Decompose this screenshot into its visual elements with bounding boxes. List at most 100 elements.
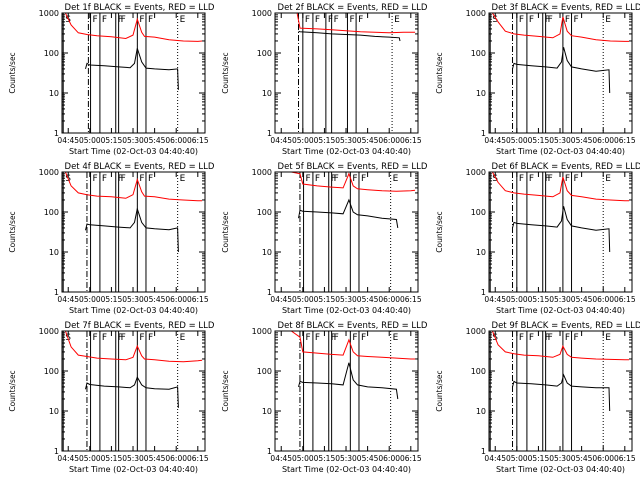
event-marker-label: F [574,333,579,343]
series-line-lld [278,331,416,360]
y-tick-label: 10 [476,407,486,416]
chart-title: Det 8f BLACK = Events, RED = LLD [278,321,428,331]
x-axis-label: Start Time (02-Oct-03 04:40:40) [282,147,411,156]
x-tick-label: 06:15 [400,136,422,145]
y-tick-label: 1 [481,447,486,456]
x-tick-label: 06:15 [187,136,209,145]
y-tick-label: 10 [49,89,59,98]
x-tick-label: 05:15 [101,454,123,463]
x-tick-label: 04:45 [484,295,506,304]
x-tick-label: 05:00 [292,295,314,304]
event-marker-label: F [148,333,153,343]
series-line-lld [278,13,416,34]
event-marker-label: F [545,333,550,343]
event-marker-label: S [492,174,498,184]
x-tick-label: 05:45 [571,295,593,304]
series-line-lld [491,331,630,361]
event-marker-label: F [545,174,550,184]
chart-title: Det 7f BLACK = Events, RED = LLD [65,321,215,331]
y-tick-label: 1000 [39,327,59,336]
event-marker-label: E [605,15,611,25]
event-marker-label: F [565,174,570,184]
series-line-events [85,48,179,90]
x-tick-label: 05:45 [571,136,593,145]
chart-panel-7: Det 7f BLACK = Events, RED = LLD Counts/s… [8,321,215,474]
chart-series-group [278,172,416,228]
x-axis-label: Start Time (02-Oct-03 04:40:40) [282,465,411,474]
chart-series-group [491,13,630,94]
x-tick-label: 05:30 [122,136,144,145]
x-tick-label: 04:45 [57,295,79,304]
y-axis-label: Counts/sec [221,52,230,93]
event-marker-label: F [139,333,144,343]
event-marker-label: F [93,333,98,343]
event-marker-label: F [529,333,534,343]
y-tick-label: 1000 [466,168,486,177]
y-tick-label: 1000 [39,168,59,177]
event-marker-label: F [93,15,98,25]
x-tick-label: 05:15 [314,454,336,463]
y-axis-label: Counts/sec [8,52,17,93]
plot-frame [274,171,419,293]
event-marker-label: F [334,15,339,25]
x-tick-label: 06:00 [592,295,614,304]
x-tick-label: 05:30 [335,295,357,304]
x-tick-label: 06:15 [614,295,636,304]
chart-series-group [64,172,203,253]
x-tick-label: 04:45 [270,136,292,145]
series-line-lld [278,172,416,192]
chart-title: Det 1f BLACK = Events, RED = LLD [65,3,215,13]
x-tick-label: 06:00 [592,454,614,463]
event-marker-label: F [102,174,107,184]
chart-title: Det 5f BLACK = Events, RED = LLD [278,162,428,172]
x-tick-label: 04:45 [57,136,79,145]
y-tick-label: 10 [262,89,272,98]
x-tick-label: 05:00 [292,136,314,145]
x-tick-label: 05:15 [101,136,123,145]
x-tick-label: 06:15 [614,454,636,463]
event-marker-label: E [605,333,611,343]
chart-panel-2: Det 2f BLACK = Events, RED = LLD Counts/s… [221,3,428,156]
y-axis-label: Counts/sec [435,370,444,411]
event-marker-label: F [349,15,354,25]
y-tick-label: 1000 [252,9,272,18]
event-marker-label: F [352,174,357,184]
chart-series-group [491,331,630,412]
event-marker-label: F [331,333,336,343]
x-tick-label: 06:00 [378,136,400,145]
event-marker-label: F [548,333,553,343]
event-marker-label: F [574,174,579,184]
x-tick-label: 05:15 [528,136,550,145]
y-tick-label: 10 [476,89,486,98]
y-tick-label: 1000 [39,9,59,18]
y-axis-label: Counts/sec [435,211,444,252]
y-tick-label: 10 [262,407,272,416]
x-tick-label: 05:45 [357,454,379,463]
event-marker-label: F [102,333,107,343]
x-tick-label: 05:30 [549,136,571,145]
event-marker-label: F [548,174,553,184]
event-marker-label: F [306,333,311,343]
x-tick-label: 05:15 [528,295,550,304]
event-marker-label: F [529,174,534,184]
x-tick-label: 05:00 [506,295,528,304]
x-tick-label: 06:15 [187,454,209,463]
event-marker-label: F [121,333,126,343]
x-tick-label: 05:00 [79,136,101,145]
chart-title: Det 4f BLACK = Events, RED = LLD [65,162,215,172]
event-marker-label: F [139,174,144,184]
event-marker-label: F [519,174,524,184]
event-marker-label: F [519,15,524,25]
x-tick-label: 06:00 [592,136,614,145]
chart-title: Det 6f BLACK = Events, RED = LLD [492,162,640,172]
y-axis-label: Counts/sec [8,370,17,411]
event-marker-label: F [118,174,123,184]
x-tick-label: 06:15 [614,136,636,145]
y-tick-label: 10 [262,248,272,257]
x-tick-label: 06:15 [400,295,422,304]
x-tick-label: 06:00 [378,295,400,304]
x-tick-label: 05:45 [144,295,166,304]
series-line-lld [64,172,203,202]
y-tick-label: 10 [476,248,486,257]
event-marker-label: F [306,174,311,184]
